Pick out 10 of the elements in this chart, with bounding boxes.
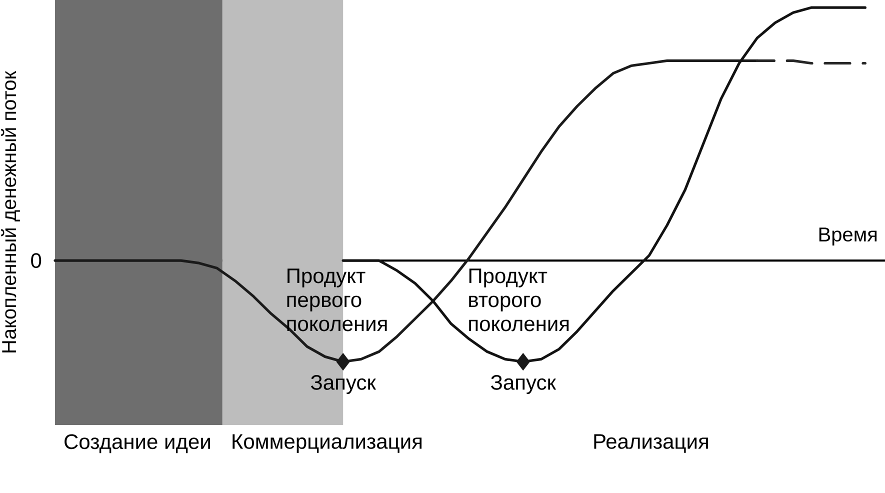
text: 0	[31, 253, 42, 268]
text: Создание идеи	[64, 434, 210, 454]
annotation: Продукт второго поколения	[469, 268, 569, 332]
annotation: Запуск	[490, 375, 556, 394]
y-axis-title: Накопленный денежный поток	[1, 70, 20, 352]
annotation: Запуск	[310, 375, 376, 394]
text: Реализация	[594, 434, 708, 453]
annotation: Продукт первого поколения	[287, 268, 387, 332]
x-axis-title: Время	[819, 228, 877, 246]
text: Коммерциализация	[232, 434, 422, 454]
